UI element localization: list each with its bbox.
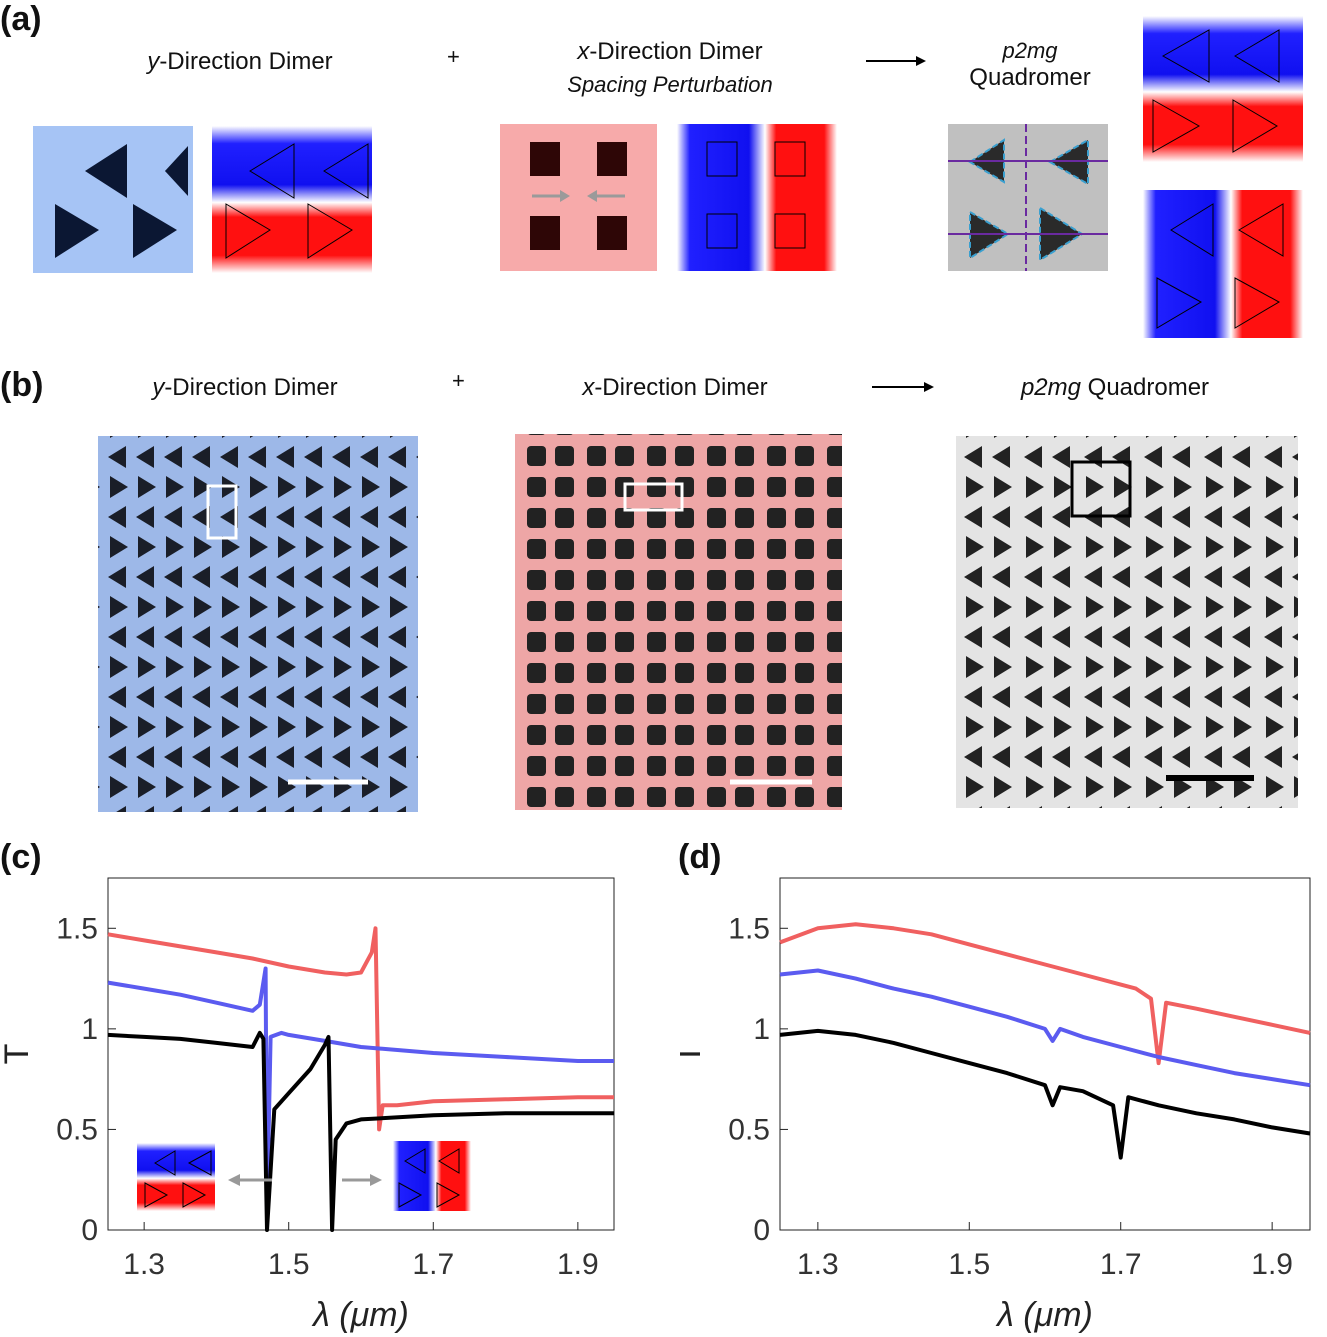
chart-d: 1.31.51.71.900.511.5λ (μm)T bbox=[680, 877, 1311, 1334]
y-dimer-unit-cell bbox=[33, 126, 193, 273]
panel-a-plus: + bbox=[447, 44, 460, 69]
y-dimer-mode-field bbox=[212, 126, 372, 273]
chart-c-inset-x-mode bbox=[393, 1141, 471, 1211]
chart-d-ylabel: T bbox=[680, 1044, 708, 1065]
panel-a-x-dimer-title: x-Direction Dimer bbox=[577, 38, 763, 65]
panel-b-arrow bbox=[872, 380, 934, 394]
chart-d-series-red bbox=[779, 922, 1311, 1066]
chart-c-xtick-label: 1.7 bbox=[412, 1248, 454, 1281]
chart-d-xtick-label: 1.3 bbox=[797, 1248, 839, 1281]
chart-c-ytick-label: 0 bbox=[81, 1214, 98, 1247]
panel-a-label: (a) bbox=[0, 0, 42, 38]
chart-c-xtick-label: 1.3 bbox=[123, 1248, 165, 1281]
chart-c-ytick-label: 1.5 bbox=[56, 912, 98, 945]
chart-d-ytick-label: 0 bbox=[753, 1214, 770, 1247]
chart-d-xtick-label: 1.5 bbox=[948, 1248, 990, 1281]
quadromer-sem-image bbox=[956, 436, 1298, 808]
chart-d-xlabel: λ (μm) bbox=[995, 1296, 1093, 1334]
chart-d-plot-area bbox=[779, 877, 1311, 1231]
chart-d-series-blue bbox=[779, 968, 1311, 1088]
panel-a-y-dimer-title: y-Direction Dimer bbox=[147, 48, 333, 75]
panel-b-x-dimer-title: x-Direction Dimer bbox=[582, 374, 768, 401]
panel-a-arrow bbox=[866, 54, 926, 68]
chart-d-xtick-label: 1.9 bbox=[1251, 1248, 1293, 1281]
chart-c-ytick-label: 0.5 bbox=[56, 1113, 98, 1146]
panel-a-quadromer-title: p2mg Quadromer bbox=[969, 38, 1091, 91]
chart-c-ytick-label: 1 bbox=[81, 1013, 98, 1046]
chart-c-xtick-label: 1.5 bbox=[268, 1248, 310, 1281]
chart-c-plot-area bbox=[107, 877, 615, 1231]
y-dimer-sem-image bbox=[98, 436, 418, 812]
x-dimer-unit-cell bbox=[500, 124, 657, 271]
panel-b-label: (b) bbox=[0, 366, 44, 404]
panel-a-x-dimer-subtitle: Spacing Perturbation bbox=[567, 72, 773, 97]
chart-d-series-black bbox=[779, 1028, 1311, 1160]
chart-c-series-blue bbox=[107, 966, 614, 1216]
panel-b-quadromer-title: p2mg Quadromer bbox=[1020, 374, 1210, 401]
panel-d-label: (d) bbox=[678, 838, 722, 876]
chart-c-xtick-label: 1.9 bbox=[557, 1248, 599, 1281]
panel-b-plus: + bbox=[452, 368, 465, 393]
chart-c-inset-y-mode bbox=[137, 1143, 215, 1211]
panel-c-label: (c) bbox=[0, 838, 42, 876]
chart-c-series-red bbox=[107, 926, 614, 1132]
chart-c-xlabel: λ (μm) bbox=[311, 1296, 409, 1334]
quadromer-mode-field-y bbox=[1143, 16, 1303, 162]
chart-c-right-arrow bbox=[342, 1174, 382, 1186]
chart-c-series-black bbox=[107, 1030, 614, 1232]
chart-c-ylabel: T bbox=[0, 1044, 36, 1065]
chart-c: 1.3 1.5 1.7 1.900.511.5λ (μm)T bbox=[0, 877, 615, 1334]
chart-d-xtick-label: 1.7 bbox=[1100, 1248, 1142, 1281]
chart-d-ytick-label: 1.5 bbox=[728, 912, 770, 945]
quadromer-mode-field-x bbox=[1143, 190, 1303, 338]
quadromer-unit-cell bbox=[948, 124, 1108, 271]
chart-d-ytick-label: 0.5 bbox=[728, 1113, 770, 1146]
chart-c-left-arrow bbox=[228, 1174, 272, 1186]
x-dimer-sem-image bbox=[515, 434, 842, 810]
panel-b-y-dimer-title: y-Direction Dimer bbox=[152, 374, 338, 401]
x-dimer-mode-field bbox=[677, 124, 837, 271]
chart-d-ytick-label: 1 bbox=[753, 1013, 770, 1046]
